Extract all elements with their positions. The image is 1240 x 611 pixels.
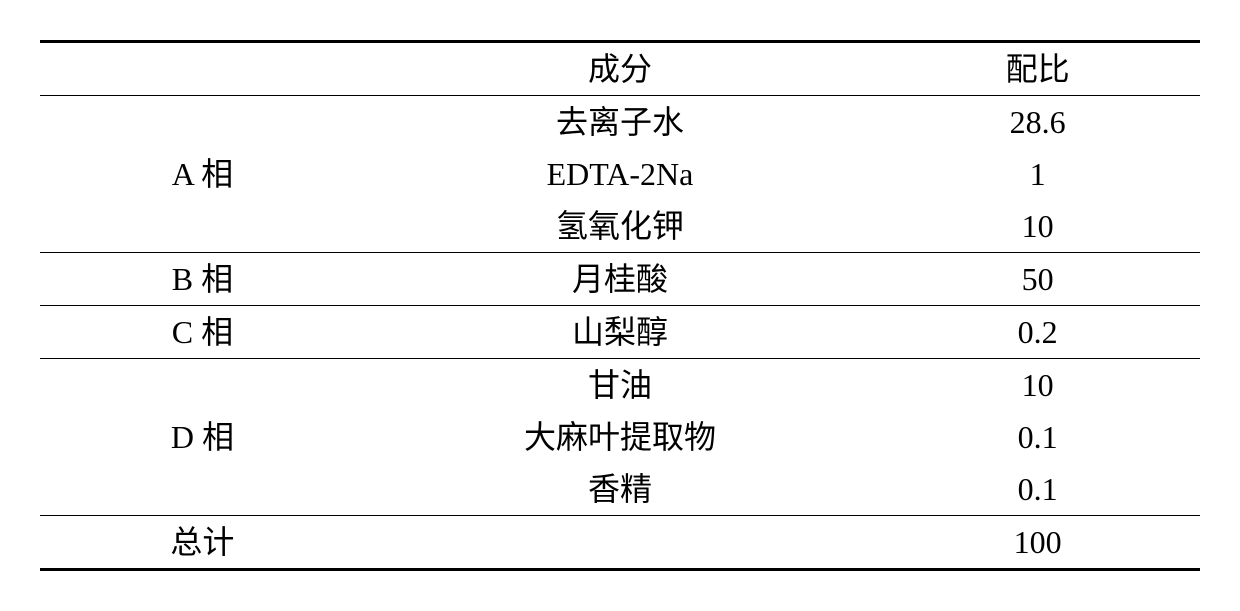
total-value: 100 bbox=[875, 516, 1200, 570]
header-phase bbox=[40, 42, 365, 96]
ingredient-cell: 大麻叶提取物 bbox=[365, 411, 875, 463]
phase-cell: A 相 bbox=[40, 96, 365, 253]
table: 成分 配比 A 相 去离子水 28.6 EDTA-2Na 1 氢氧化钾 10 B… bbox=[40, 40, 1200, 571]
ingredient-cell: EDTA-2Na bbox=[365, 148, 875, 200]
total-label: 总计 bbox=[40, 516, 365, 570]
ingredient-cell: 氢氧化钾 bbox=[365, 200, 875, 253]
ingredient-cell: 山梨醇 bbox=[365, 306, 875, 359]
ratio-cell: 0.1 bbox=[875, 463, 1200, 516]
ingredient-cell: 月桂酸 bbox=[365, 253, 875, 306]
header-ratio: 配比 bbox=[875, 42, 1200, 96]
table-row: D 相 甘油 10 bbox=[40, 359, 1200, 412]
phase-cell: B 相 bbox=[40, 253, 365, 306]
ingredient-cell: 去离子水 bbox=[365, 96, 875, 149]
table-row: C 相 山梨醇 0.2 bbox=[40, 306, 1200, 359]
phase-cell: D 相 bbox=[40, 359, 365, 516]
ratio-cell: 0.1 bbox=[875, 411, 1200, 463]
ratio-cell: 50 bbox=[875, 253, 1200, 306]
ratio-cell: 10 bbox=[875, 200, 1200, 253]
table-total-row: 总计 100 bbox=[40, 516, 1200, 570]
ratio-cell: 10 bbox=[875, 359, 1200, 412]
phase-cell: C 相 bbox=[40, 306, 365, 359]
header-ingredient: 成分 bbox=[365, 42, 875, 96]
total-ingredient bbox=[365, 516, 875, 570]
table-row: B 相 月桂酸 50 bbox=[40, 253, 1200, 306]
ingredient-cell: 香精 bbox=[365, 463, 875, 516]
ratio-cell: 1 bbox=[875, 148, 1200, 200]
ratio-cell: 0.2 bbox=[875, 306, 1200, 359]
table-row: A 相 去离子水 28.6 bbox=[40, 96, 1200, 149]
ingredient-cell: 甘油 bbox=[365, 359, 875, 412]
table-header-row: 成分 配比 bbox=[40, 42, 1200, 96]
ratio-cell: 28.6 bbox=[875, 96, 1200, 149]
composition-table: 成分 配比 A 相 去离子水 28.6 EDTA-2Na 1 氢氧化钾 10 B… bbox=[40, 40, 1200, 571]
